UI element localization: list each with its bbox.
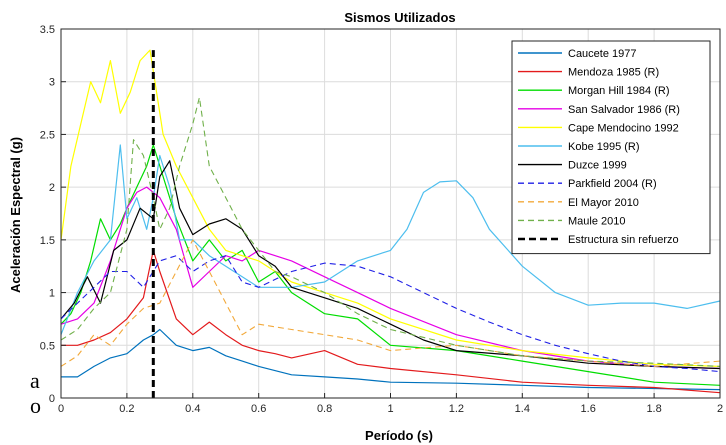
series-line-7: [60, 255, 721, 373]
x-tick-label: 0: [58, 403, 64, 415]
legend-label: Parkfield 2004 (R): [568, 178, 657, 190]
legend-label: El Mayor 2010: [568, 197, 639, 209]
x-tick-label: 0.2: [119, 403, 134, 415]
y-tick-label: 2.5: [40, 129, 55, 141]
axis-ticks: 0 0.2 0.4 0.6 0.8 1 1.2 1.4 1.6 1.8 2 0 0.5 1 1.5 2 2.5 3…: [40, 24, 723, 415]
series-line-2: [60, 144, 721, 386]
y-tick-label: 0.5: [40, 340, 55, 352]
x-tick-label: 0.8: [317, 403, 332, 415]
series-line-0: [61, 328, 721, 391]
y-axis-label: Aceleración Espectral (g): [8, 137, 23, 293]
y-tick-label: 1: [49, 288, 55, 300]
legend-label: Kobe 1995 (R): [568, 141, 640, 153]
x-tick-label: 1: [387, 403, 393, 415]
series-lines: [60, 49, 721, 398]
x-tick-label: 1.8: [646, 403, 661, 415]
legend-box: [511, 40, 711, 255]
x-tick-label: 1.6: [581, 403, 596, 415]
legend-label: Duzce 1999: [568, 160, 627, 172]
series-line-3: [60, 186, 721, 370]
y-tick-label: 2: [49, 182, 55, 194]
x-tick-label: 2: [717, 403, 723, 415]
legend-label: Maule 2010: [568, 215, 626, 227]
y-tick-label: 0: [49, 393, 55, 405]
y-tick-label: 3: [49, 77, 55, 89]
x-tick-label: 0.4: [185, 403, 200, 415]
page-fragment-o: o: [30, 393, 41, 418]
y-tick-label: 3.5: [40, 24, 55, 36]
page-fragment-a: a: [30, 368, 40, 393]
legend-label: Cape Mendocino 1992: [568, 122, 679, 134]
x-axis-label: Período (s): [365, 428, 433, 443]
y-tick-label: 1.5: [40, 235, 55, 247]
legend-label: Estructura sin refuerzo: [568, 234, 679, 246]
x-tick-label: 0.6: [251, 403, 266, 415]
chart-title: Sismos Utilizados: [344, 10, 455, 25]
series-line-4: [60, 49, 721, 367]
legend: Caucete 1977 Mendoza 1985 (R) Morgan Hill …: [511, 40, 711, 255]
series-line-1: [61, 249, 721, 394]
legend-label: Caucete 1977: [568, 48, 637, 60]
legend-label: Mendoza 1985 (R): [568, 67, 659, 79]
legend-label: Morgan Hill 1984 (R): [568, 85, 669, 97]
series-line-9: [60, 96, 721, 367]
series-line-6: [60, 160, 721, 370]
x-tick-label: 1.2: [449, 403, 464, 415]
x-tick-label: 1.4: [515, 403, 530, 415]
legend-label: San Salvador 1986 (R): [568, 104, 680, 116]
